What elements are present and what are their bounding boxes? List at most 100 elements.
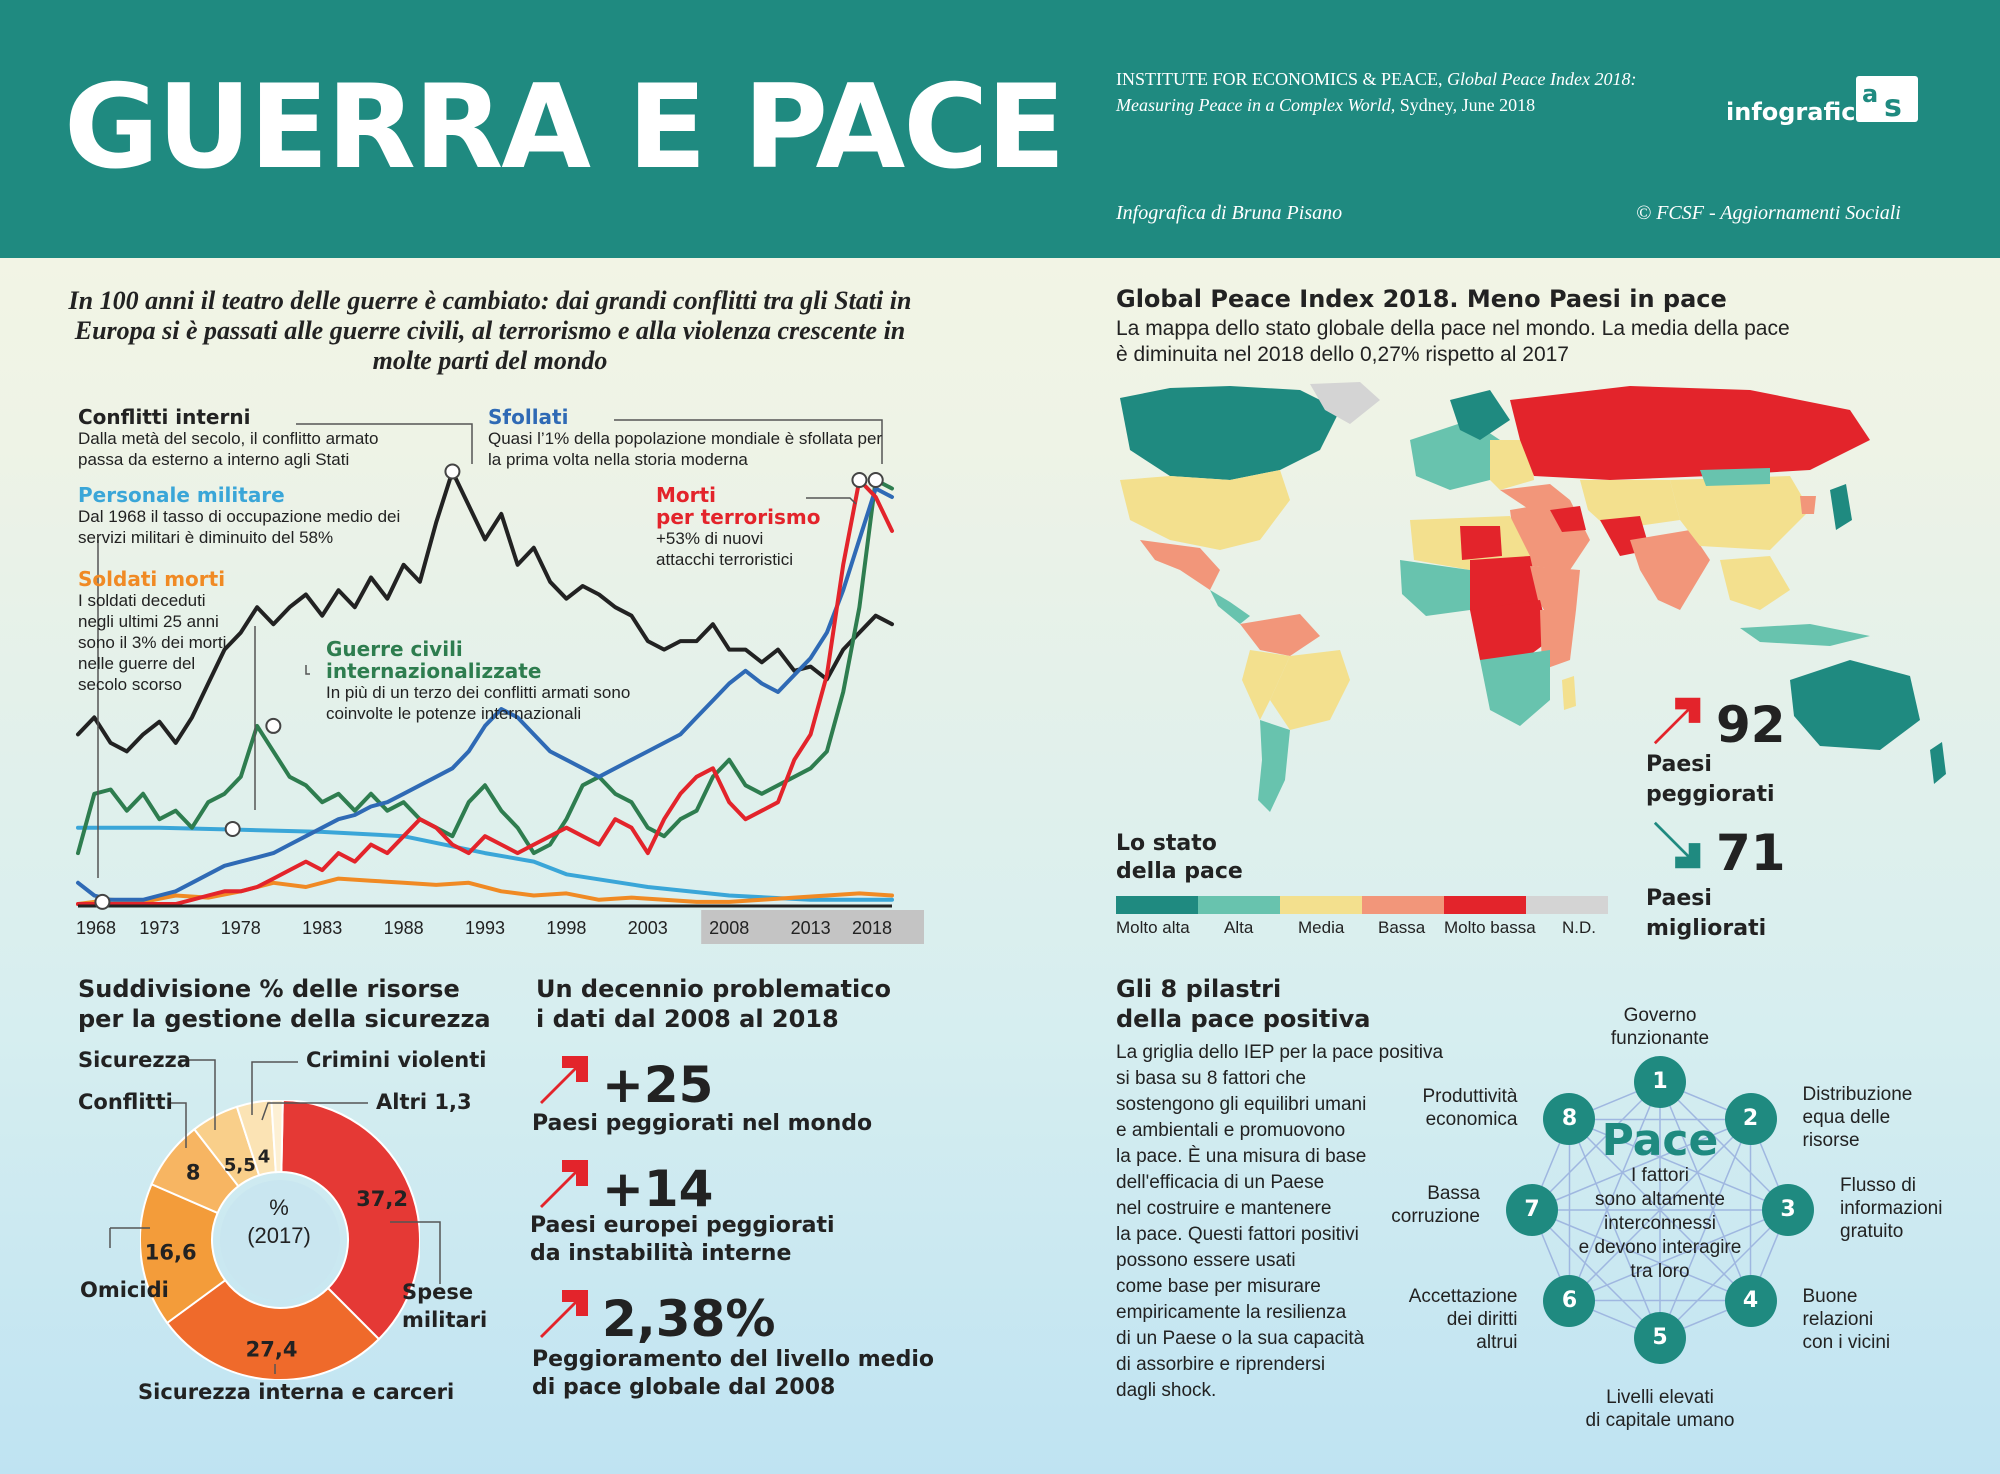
map-legend-scale — [1116, 896, 1608, 914]
pillar-label-line: Flusso di — [1840, 1175, 1917, 1196]
arrow-up-right-icon — [540, 1056, 588, 1104]
annotation-text: Dal 1968 il tasso di occupazione medio d… — [78, 507, 401, 547]
label-sicurezza-interna: Sicurezza interna e carceri — [138, 1380, 455, 1404]
x-tick-label: 2008 — [709, 918, 749, 938]
pillar-node-8: 8 — [1543, 1093, 1596, 1146]
annotation-leader-line — [305, 665, 310, 675]
x-tick-label: 2013 — [791, 918, 831, 938]
legend-label: Bassa — [1378, 918, 1426, 937]
author-credit: Infografica di Bruna Pisano — [1116, 202, 1343, 224]
resources-title-line-1: Suddivisione % delle risorse — [78, 975, 460, 1003]
annotation-text: In più di un terzo dei conflitti armati … — [326, 683, 631, 723]
pillar-label-line: economica — [1425, 1109, 1518, 1131]
pillar-connection — [1531, 1209, 1751, 1302]
countries-worse-value: 92 — [1716, 696, 1786, 754]
pillars-center: Pace I fattori sono altamente interconness… — [1560, 1118, 1760, 1284]
map-greenland — [1310, 382, 1380, 424]
pillars-description-line: dell'efficacia di un Paese — [1116, 1172, 1325, 1193]
pillars-description-line: di un Paese o la sua capacità — [1116, 1328, 1365, 1349]
map-eastern-europe — [1490, 440, 1534, 490]
label-conflitti: Conflitti — [78, 1090, 173, 1114]
page-title: GUERRA E PACE — [64, 60, 1066, 195]
annotation-guerre-civili: Guerre civili internazionalizzate In più… — [326, 638, 656, 724]
intro-text: In 100 anni il teatro delle guerre è cam… — [68, 286, 912, 375]
pillars-description-line: La griglia dello IEP per la pace positiv… — [1116, 1042, 1444, 1063]
map-india — [1630, 530, 1710, 610]
pillar-label-4: Buone relazioni con i vicini — [1803, 1285, 1963, 1354]
annotation-morti-terrorismo: Morti per terrorismo +53% di nuovi attac… — [656, 484, 866, 570]
x-tick-label: 1998 — [546, 918, 586, 938]
x-tick-label: 1968 — [76, 918, 116, 938]
legend-swatch-media — [1280, 896, 1362, 914]
countries-better-label-2: migliorati — [1646, 916, 1767, 941]
pillar-connection — [1659, 1081, 1752, 1301]
pillar-node-3: 3 — [1762, 1184, 1814, 1236]
map-scandinavia — [1450, 390, 1510, 440]
pillar-node-1: 1 — [1634, 1056, 1686, 1108]
donut-value-label: 37,2 — [356, 1187, 408, 1211]
map-central-asia — [1580, 480, 1680, 530]
pillars-center-title: Pace — [1601, 1115, 1719, 1166]
decade-title: Un decennio problematico i dati dal 2008… — [536, 974, 916, 1034]
donut-center-unit: % — [269, 1195, 289, 1220]
svg-text:s: s — [1884, 89, 1902, 122]
donut-value-label: 4 — [258, 1147, 271, 1168]
map-russia — [1510, 386, 1870, 480]
pillar-label-5: Livelli elevati di capitale umano — [1580, 1386, 1740, 1432]
x-tick-label: 1988 — [384, 918, 424, 938]
map-madagascar — [1562, 676, 1576, 710]
pillars-description-line: empiricamente la resilienza — [1116, 1302, 1347, 1323]
pillars-center-text-line: tra loro — [1630, 1261, 1690, 1282]
pillars-description: La griglia dello IEP per la pace positiv… — [1116, 1040, 1476, 1404]
pillar-label-1: Governo funzionante — [1580, 1004, 1740, 1050]
legend-label: N.D. — [1562, 918, 1596, 937]
pillar-connection — [1569, 1118, 1789, 1211]
source-report-subtitle: Measuring Peace in a Complex World, — [1116, 95, 1396, 115]
label-spese-line-2: militari — [402, 1308, 488, 1332]
stat-value: 2,38% — [602, 1290, 776, 1348]
source-citation: INSTITUTE FOR ECONOMICS & PEACE, Global … — [1116, 66, 1676, 118]
pillar-label-line: Livelli elevati — [1606, 1387, 1714, 1408]
map-brazil — [1270, 650, 1350, 730]
x-tick-label: 1983 — [302, 918, 342, 938]
map-legend-title-2: della pace — [1116, 859, 1243, 884]
pillar-node-5: 5 — [1634, 1312, 1686, 1364]
annotation-title: Sfollati — [488, 405, 569, 429]
donut-hole — [220, 1180, 340, 1300]
map-mongolia — [1700, 468, 1770, 486]
pillars-description-line: la pace. È una misura di base — [1116, 1146, 1367, 1167]
pillars-description-line: possono essere usati — [1116, 1250, 1296, 1271]
annotation-leader-line — [806, 497, 857, 505]
map-mexico — [1140, 540, 1220, 590]
arrow-up-right-icon — [540, 1160, 588, 1208]
axis-highlight-2008-2018 — [701, 910, 924, 944]
pillar-label-line: Buone — [1802, 1285, 1858, 1307]
countries-worse-label-2: peggiorati — [1646, 782, 1775, 807]
map-legend-title: Lo stato della pace — [1116, 830, 1243, 886]
pillar-label-line: Governo — [1623, 1005, 1697, 1026]
map-horn-africa — [1530, 566, 1580, 620]
peace-index-subtitle-line-2: è diminuita nel 2018 dello 0,27% rispett… — [1116, 343, 1569, 366]
stat-value: +25 — [602, 1056, 714, 1114]
legend-label: Molto alta — [1116, 918, 1190, 937]
donut-value-label: 27,4 — [246, 1338, 298, 1362]
copyright: © FCSF - Aggiornamenti Sociali — [1636, 202, 1901, 224]
legend-swatch-alta — [1198, 896, 1280, 914]
legend-label: Media — [1298, 918, 1345, 937]
pillar-connection — [1568, 1081, 1661, 1301]
pillar-label-line: relazioni — [1802, 1308, 1874, 1330]
annotation-personale-militare: Personale militare Dal 1968 il tasso di … — [78, 484, 448, 548]
label-crimini-violenti: Crimini violenti — [306, 1048, 487, 1072]
map-indonesia — [1740, 624, 1870, 646]
conflict-trends-chart: 1968 1973 1978 1983 1988 1993 1998 2003 2008 2013… — [76, 419, 924, 944]
pillars-description-line: sostengono gli equilibri umani — [1116, 1094, 1367, 1115]
donut-value-label: 16,6 — [145, 1240, 197, 1264]
pillars-center-text-line: e devono interagire — [1578, 1237, 1742, 1258]
resources-donut-chart: 37,2 27,4 16,6 8 5,5 4 — [140, 1100, 420, 1380]
countries-better-label: Paesi migliorati — [1646, 884, 1766, 944]
map-southern-africa — [1480, 650, 1550, 726]
source-institute: INSTITUTE FOR ECONOMICS & PEACE, — [1116, 69, 1443, 89]
annotation-text: +53% di nuovi attacchi terroristici — [656, 529, 793, 569]
aggiornamenti-sociali-logo-icon: a s — [1856, 76, 1918, 124]
pillar-label-line: equa delle — [1802, 1107, 1891, 1129]
